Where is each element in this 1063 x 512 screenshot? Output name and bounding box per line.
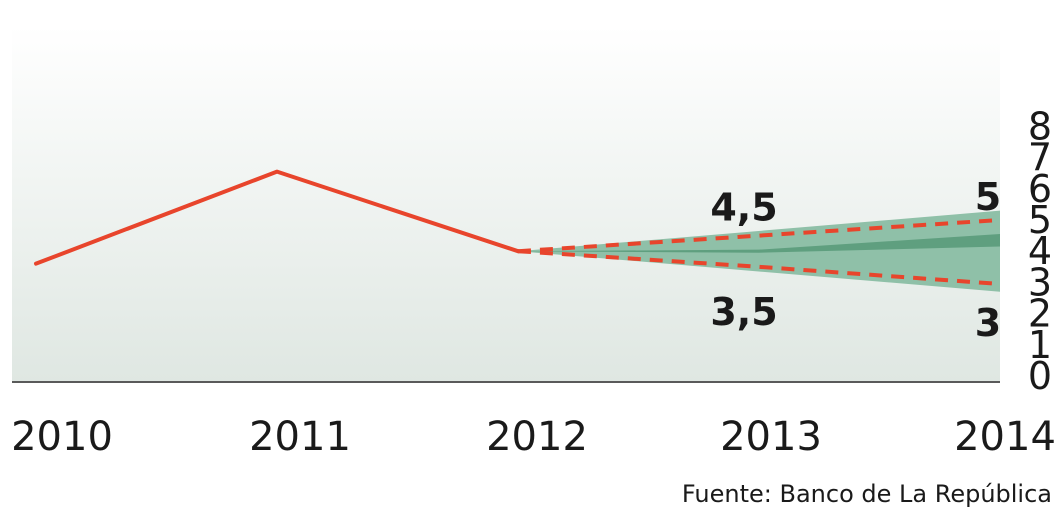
forecast-line-2 [517, 249, 1001, 286]
forecast-line-1 [517, 218, 1001, 254]
y-tick-label: 0 [1028, 354, 1052, 398]
x-tick-label: 2013 [720, 414, 822, 460]
y-tick-label: 5 [1028, 198, 1052, 242]
fan-inner-band [518, 234, 1000, 253]
y-tick-label: 4 [1028, 229, 1052, 273]
y-tick-label: 1 [1028, 323, 1052, 367]
y-tick-label: 2 [1028, 292, 1052, 336]
source-note: Fuente: Banco de La República [682, 480, 1052, 508]
data-label: 3,5 [710, 290, 777, 334]
data-label: 5 [975, 175, 1001, 219]
plot-background [12, 26, 1000, 382]
data-label: 3 [975, 301, 1001, 345]
data-label: 4,5 [710, 186, 777, 230]
y-tick-label: 8 [1028, 104, 1052, 148]
x-tick-label: 2014 [954, 414, 1056, 460]
x-tick-label: 2012 [486, 414, 588, 460]
historical-line [34, 169, 520, 266]
x-tick-label: 2011 [249, 414, 351, 460]
y-tick-label: 7 [1028, 136, 1052, 180]
x-tick-label: 2010 [11, 414, 113, 460]
y-tick-label: 3 [1028, 260, 1052, 304]
y-tick-label: 6 [1028, 167, 1052, 211]
